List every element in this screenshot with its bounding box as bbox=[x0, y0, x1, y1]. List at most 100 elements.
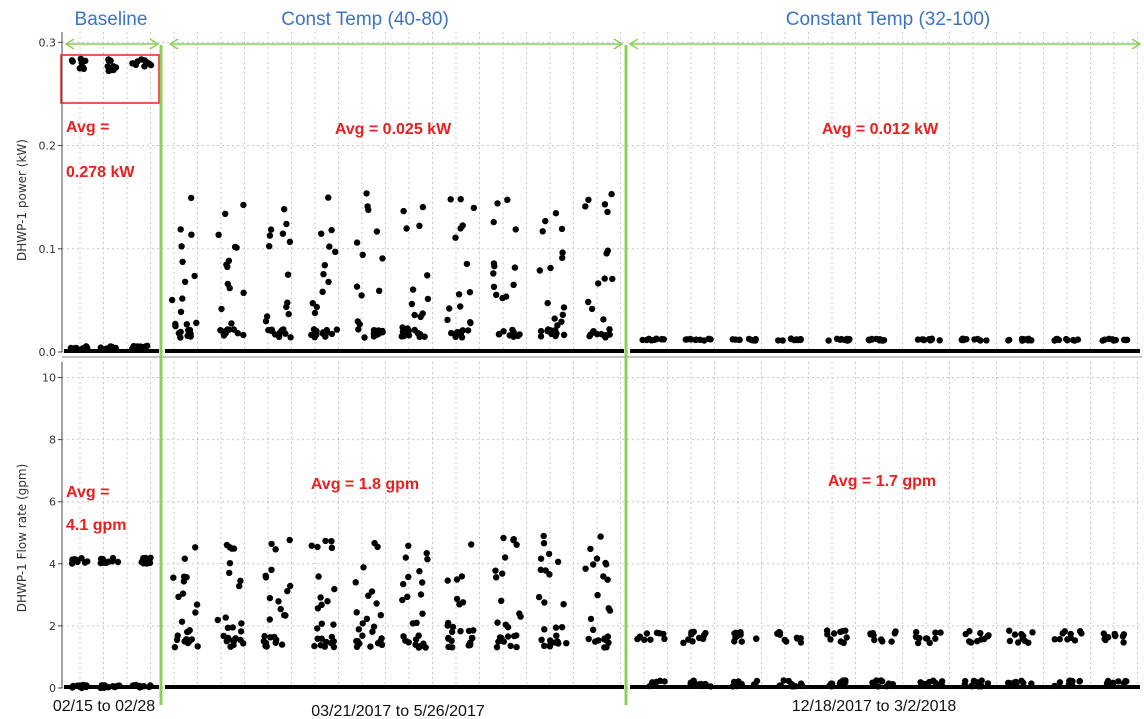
flow-point bbox=[516, 610, 523, 617]
flow-point bbox=[330, 643, 338, 651]
power-point bbox=[447, 196, 454, 203]
power-point bbox=[493, 291, 500, 298]
power-point bbox=[466, 319, 474, 326]
power-point bbox=[79, 345, 87, 353]
flow-avg-baseline-line2: 4.1 gpm bbox=[66, 517, 126, 534]
date-range-constant-temp: 12/18/2017 to 3/2/2018 bbox=[792, 698, 957, 715]
flow-point bbox=[448, 628, 456, 636]
power-point bbox=[729, 336, 736, 343]
power-point bbox=[310, 326, 318, 333]
power-point bbox=[604, 208, 611, 216]
flow-point bbox=[445, 619, 452, 627]
flow-point bbox=[871, 636, 878, 644]
power-point bbox=[537, 333, 545, 340]
power-point bbox=[141, 57, 149, 64]
flow-point bbox=[1076, 678, 1083, 685]
power-point bbox=[560, 304, 568, 311]
power-point bbox=[658, 335, 666, 343]
power-point bbox=[411, 311, 418, 319]
flow-point bbox=[563, 640, 570, 647]
period-markers bbox=[64, 38, 1142, 705]
flow-point bbox=[170, 574, 177, 581]
flow-point bbox=[277, 605, 284, 613]
flow-point bbox=[405, 639, 412, 646]
flow-point bbox=[888, 638, 895, 645]
flow-point bbox=[105, 684, 112, 691]
power-point bbox=[325, 278, 332, 286]
flow-point bbox=[262, 572, 269, 579]
flow-point bbox=[680, 639, 687, 646]
power-point bbox=[358, 292, 365, 299]
flow-point bbox=[404, 593, 411, 600]
flow-point bbox=[966, 628, 973, 635]
date-range-const-temp: 03/21/2017 to 5/26/2017 bbox=[311, 703, 485, 719]
flow-point bbox=[661, 678, 668, 685]
flow-point bbox=[266, 594, 274, 602]
flow-point bbox=[552, 624, 560, 631]
flow-point bbox=[1014, 639, 1022, 646]
flow-point bbox=[984, 680, 992, 687]
power-point bbox=[132, 60, 139, 68]
flow-point bbox=[593, 555, 601, 562]
flow-point bbox=[266, 616, 273, 623]
flow-point bbox=[353, 609, 360, 616]
flow-point bbox=[636, 633, 644, 640]
flow-point bbox=[700, 632, 708, 639]
power-point bbox=[354, 318, 361, 325]
power-point bbox=[585, 298, 592, 306]
power-point bbox=[234, 330, 241, 337]
flow-point bbox=[423, 550, 430, 557]
flow-point bbox=[1115, 678, 1122, 685]
flow-point bbox=[504, 633, 512, 640]
flow-point bbox=[308, 542, 315, 549]
flow-point bbox=[925, 678, 933, 686]
power-point bbox=[268, 327, 276, 335]
power-point bbox=[177, 328, 184, 336]
flow-points bbox=[64, 532, 1140, 692]
flow-point bbox=[869, 630, 877, 637]
flow-point bbox=[444, 577, 451, 584]
power-point bbox=[444, 316, 451, 324]
flow-point bbox=[974, 679, 981, 686]
flow-point bbox=[837, 682, 845, 689]
flow-point bbox=[400, 633, 407, 640]
flow-point bbox=[179, 590, 187, 597]
power-point bbox=[606, 326, 613, 333]
power-point bbox=[458, 334, 466, 341]
flow-point bbox=[541, 642, 548, 649]
power-point bbox=[370, 327, 378, 334]
flow-point bbox=[511, 632, 518, 640]
power-point bbox=[105, 56, 112, 63]
flow-point bbox=[311, 642, 318, 650]
power-point bbox=[278, 327, 285, 334]
flow-point bbox=[1061, 628, 1069, 635]
power-point bbox=[844, 337, 851, 344]
power-point bbox=[376, 287, 383, 294]
flow-point bbox=[602, 636, 610, 644]
power-point bbox=[168, 296, 176, 304]
flow-point bbox=[367, 643, 374, 650]
power-point bbox=[279, 230, 287, 237]
flow-point bbox=[315, 573, 322, 580]
power-point bbox=[516, 331, 523, 338]
power-point bbox=[177, 226, 184, 233]
power-annotations: Avg = 0.278 kW Avg = 0.025 kW Avg = 0.01… bbox=[66, 119, 939, 181]
flow-point bbox=[604, 576, 611, 583]
flow-point bbox=[649, 679, 656, 686]
flow-point bbox=[314, 625, 321, 632]
power-point bbox=[1019, 337, 1026, 344]
flow-point bbox=[707, 683, 714, 690]
power-point bbox=[494, 200, 501, 207]
power-point bbox=[585, 196, 592, 203]
flow-point bbox=[272, 639, 279, 646]
power-point bbox=[379, 255, 386, 262]
flow-point bbox=[502, 621, 509, 628]
power-point bbox=[215, 231, 222, 238]
flow-point bbox=[493, 574, 500, 581]
flow-point bbox=[318, 601, 325, 608]
flow-point bbox=[540, 532, 547, 540]
power-point bbox=[1054, 335, 1061, 343]
flow-point bbox=[1011, 631, 1019, 638]
flow-point bbox=[1120, 631, 1128, 638]
flow-point bbox=[594, 591, 601, 599]
